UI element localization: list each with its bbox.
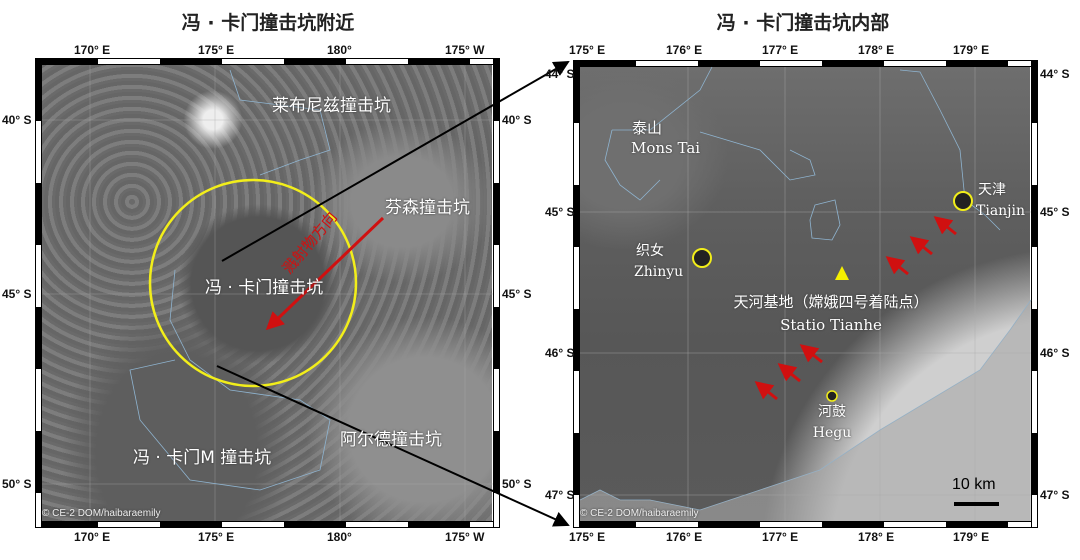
lon-tick: 179° E xyxy=(953,43,990,57)
von-karman-crater-label: 冯 · 卡门撞击坑 xyxy=(205,278,324,298)
lon-tick: 178° E xyxy=(858,43,895,57)
mons-tai-cn-label: 泰山 xyxy=(632,119,663,137)
zhinyu-cn-label: 织女 xyxy=(636,243,664,259)
left-frame-right xyxy=(493,58,500,528)
mons-tai-en-label: Mons Tai xyxy=(631,139,701,157)
lat-tick: 47° S xyxy=(1040,488,1070,502)
boundary-line xyxy=(579,66,1032,511)
lat-tick: 46° S xyxy=(1040,346,1070,360)
lon-tick: 180° xyxy=(327,43,352,57)
scale-bar xyxy=(954,502,999,506)
leibnitz-crater-label: 莱布尼兹撞击坑 xyxy=(272,96,391,116)
lat-tick: 40° S xyxy=(502,113,532,127)
ejecta-arrow xyxy=(777,363,801,383)
scale-bar-label: 10 km xyxy=(952,476,996,493)
lat-tick: 40° S xyxy=(2,113,32,127)
lat-tick: 44° S xyxy=(1040,67,1070,81)
hegu-crater-marker xyxy=(826,390,838,402)
lon-tick: 175° E xyxy=(569,530,606,544)
left-map-image xyxy=(42,65,492,521)
lat-tick: 45° S xyxy=(2,287,32,301)
lat-tick: 44° S xyxy=(545,67,575,81)
lat-tick: 46° S xyxy=(545,346,575,360)
left-credit: © CE-2 DOM/haibaraemily xyxy=(42,508,161,519)
lon-tick: 177° E xyxy=(762,43,799,57)
boundary-line xyxy=(809,199,841,241)
alder-crater-label: 阿尔德撞击坑 xyxy=(340,430,442,450)
connector-line-top xyxy=(221,61,570,262)
tianjin-en-label: Tianjin xyxy=(976,203,1026,219)
finsen-crater-label: 芬森撞击坑 xyxy=(385,198,470,218)
lon-tick: 178° E xyxy=(858,530,895,544)
highland-fill xyxy=(580,300,1031,521)
zhinyu-en-label: Zhinyu xyxy=(634,264,684,280)
connector-line-bottom xyxy=(216,365,570,527)
ejecta-arrow xyxy=(909,236,933,256)
lon-tick: 170° E xyxy=(74,43,111,57)
von-karman-m-crater-label: 冯 · 卡门M 撞击坑 xyxy=(133,448,272,468)
lat-tick: 45° S xyxy=(1040,205,1070,219)
lon-tick: 177° E xyxy=(762,530,799,544)
tianjin-cn-label: 天津 xyxy=(978,182,1006,198)
right-credit: © CE-2 DOM/haibaraemily xyxy=(580,508,699,519)
lon-tick: 180° xyxy=(327,530,352,544)
left-map-title: 冯 · 卡门撞击坑附近 xyxy=(181,12,355,34)
lon-tick: 175° E xyxy=(198,43,235,57)
left-graticule xyxy=(42,65,493,521)
zhinyu-crater-marker xyxy=(692,248,712,268)
tianhe-en-label: Statio Tianhe xyxy=(780,316,882,334)
lon-tick: 179° E xyxy=(953,530,990,544)
lat-tick: 45° S xyxy=(502,287,532,301)
lat-tick: 47° S xyxy=(545,488,575,502)
left-frame-left xyxy=(35,58,42,528)
lat-tick: 45° S xyxy=(545,205,575,219)
lat-tick: 50° S xyxy=(502,477,532,491)
lon-tick: 175° E xyxy=(569,43,606,57)
right-frame-left xyxy=(573,60,580,528)
landing-site-triangle xyxy=(835,266,849,280)
ejecta-arrow xyxy=(799,344,823,364)
lon-tick: 170° E xyxy=(74,530,111,544)
lon-tick: 175° W xyxy=(445,530,485,544)
lon-tick: 175° W xyxy=(445,43,485,57)
right-frame-right xyxy=(1031,60,1038,528)
boundary-line xyxy=(229,69,331,176)
lon-tick: 176° E xyxy=(666,43,703,57)
hegu-en-label: Hegu xyxy=(812,425,852,441)
boundary-line xyxy=(604,129,661,201)
boundary-line xyxy=(129,269,331,491)
tianhe-cn-label: 天河基地（嫦娥四号着陆点） xyxy=(733,293,929,311)
lon-tick: 176° E xyxy=(666,530,703,544)
tianjin-crater-marker xyxy=(953,191,973,211)
ejecta-arrow xyxy=(933,216,957,236)
ejecta-arrows xyxy=(754,216,957,401)
ejecta-direction-arrow xyxy=(265,216,385,331)
lon-tick: 175° E xyxy=(198,530,235,544)
right-map-title: 冯 · 卡门撞击坑内部 xyxy=(716,12,890,34)
ejecta-arrow xyxy=(754,381,778,401)
von-karman-crater-outline xyxy=(148,178,358,388)
lat-tick: 50° S xyxy=(2,477,32,491)
ejecta-arrow xyxy=(885,256,909,276)
hegu-cn-label: 河鼓 xyxy=(818,404,846,420)
